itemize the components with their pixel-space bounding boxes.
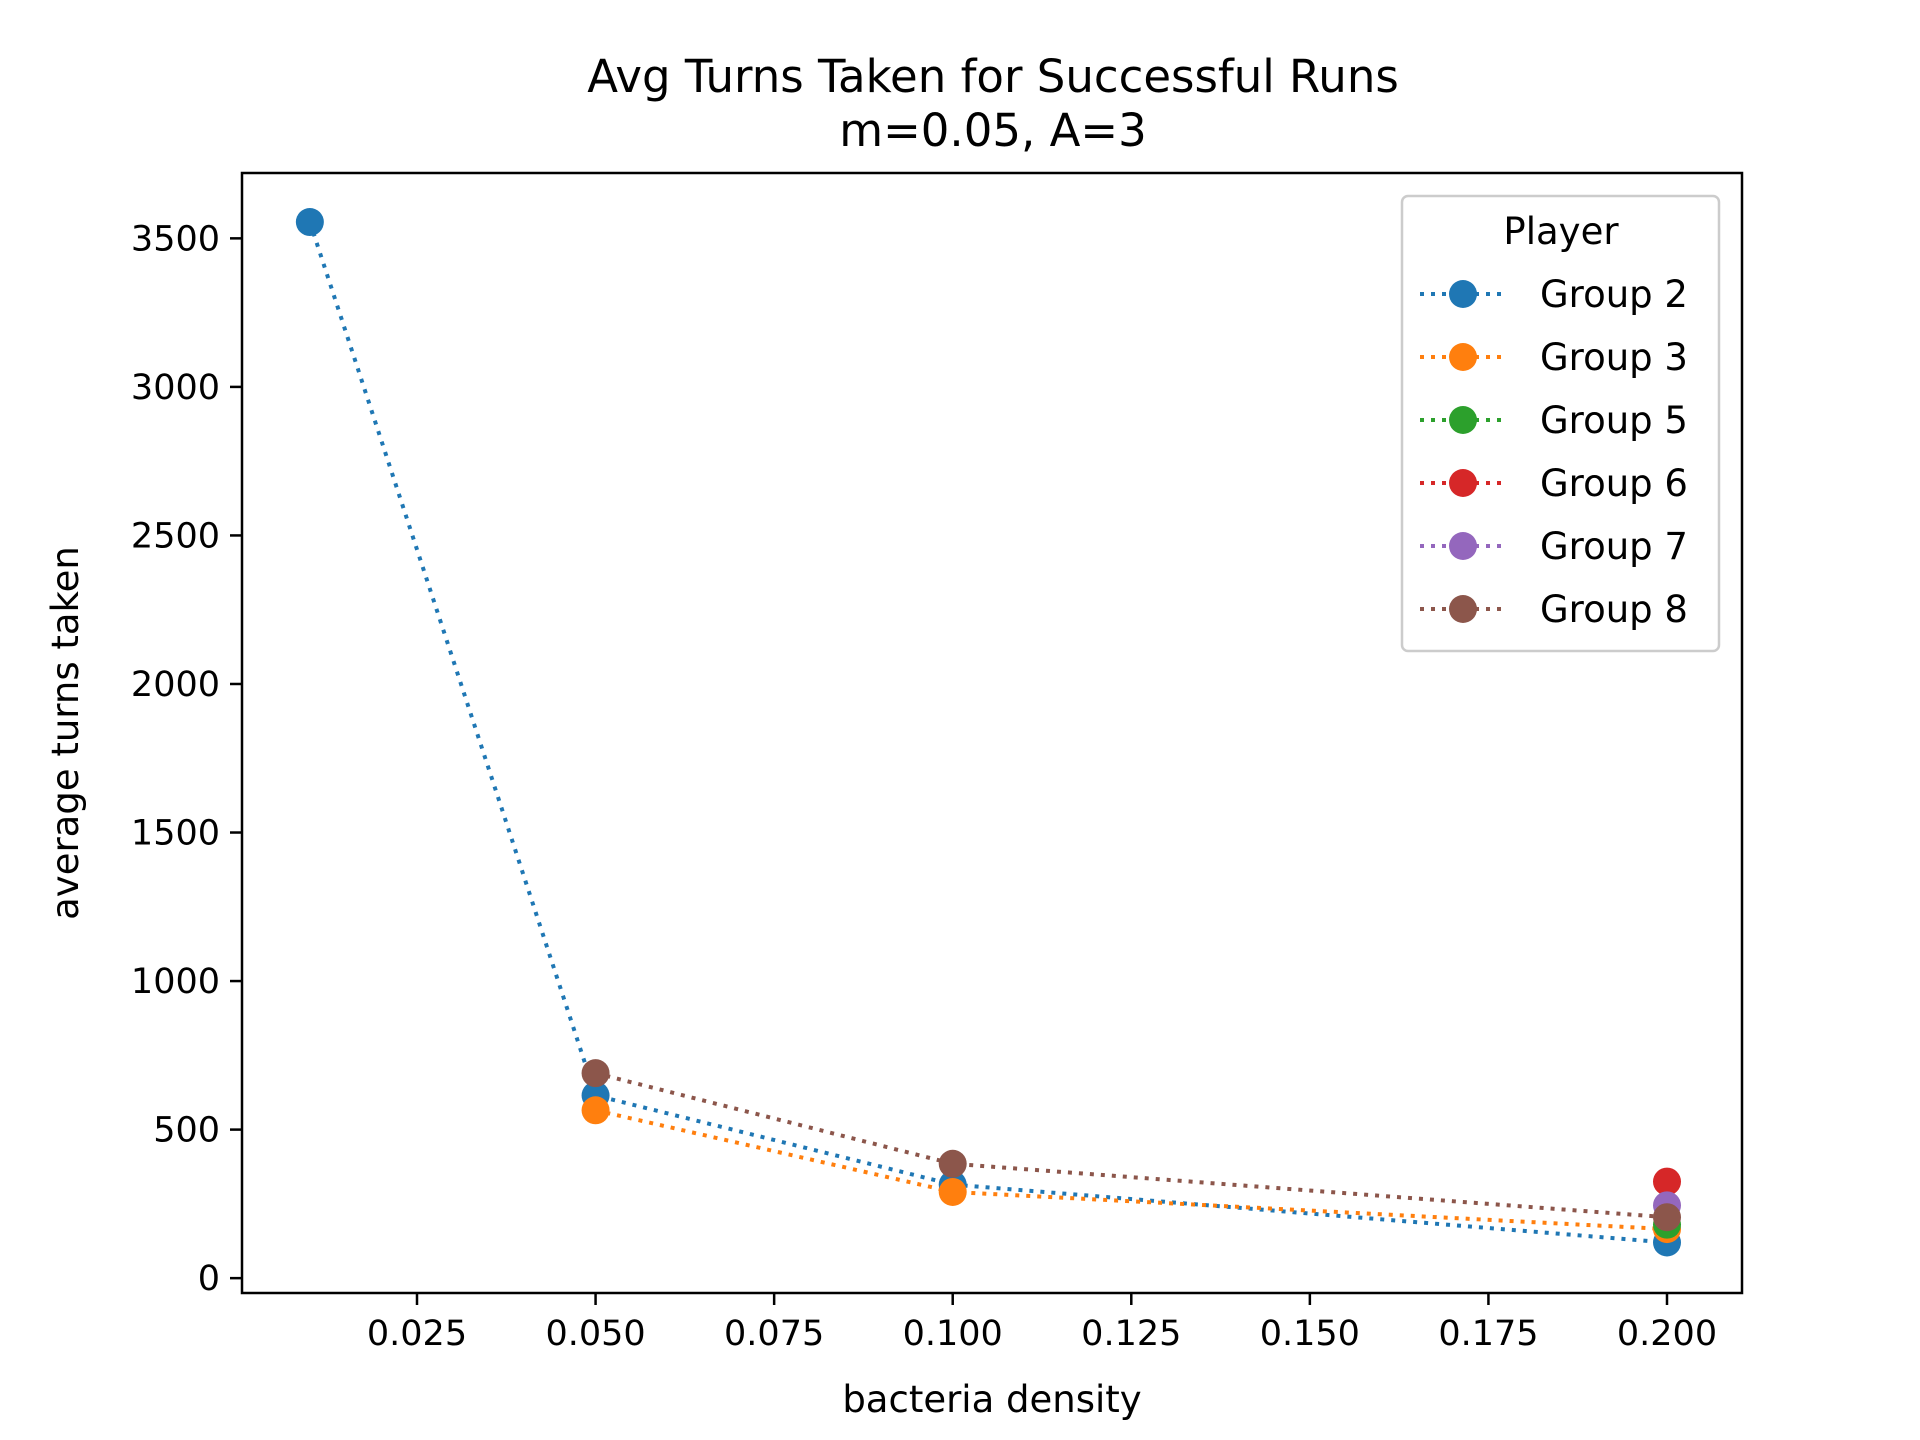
data-point-group-2	[295, 208, 324, 237]
data-point-group-8	[1653, 1203, 1681, 1232]
y-tick-label: 1500	[131, 814, 220, 854]
x-tick-label: 0.050	[545, 1314, 645, 1354]
legend-label-group-2: Group 2	[1540, 273, 1688, 316]
y-tick-label: 3000	[131, 368, 220, 408]
y-tick-label: 2000	[131, 665, 220, 705]
legend-label-group-3: Group 3	[1540, 336, 1688, 379]
y-axis-ticks: 0 500 1000 1500 2000 2500 3000 3500	[131, 219, 242, 1299]
x-tick-label: 0.125	[1081, 1314, 1181, 1354]
legend-entry-group-7: Group 7	[1420, 525, 1688, 568]
series-line-group-2	[307, 221, 1668, 1245]
legend-marker-group-7	[1449, 532, 1477, 560]
series-line-group-8	[595, 1071, 1668, 1220]
legend-items: Group 2 Group 3 Group 5 Group 6 Group 7 Group…	[1420, 273, 1688, 631]
x-axis-ticks: 0.025 0.050 0.075 0.100 0.125 0.150 0.175 0.200	[367, 1293, 1717, 1354]
legend-label-group-5: Group 5	[1540, 399, 1688, 442]
x-tick-label: 0.200	[1617, 1314, 1717, 1354]
legend-label-group-6: Group 6	[1540, 462, 1688, 505]
x-tick-label: 0.175	[1438, 1314, 1538, 1354]
legend-marker-group-6	[1449, 469, 1477, 497]
y-tick-label: 1000	[131, 962, 220, 1002]
y-tick-label: 3500	[131, 219, 220, 259]
x-tick-label: 0.150	[1260, 1314, 1360, 1354]
x-tick-label: 0.075	[724, 1314, 824, 1354]
x-tick-label: 0.025	[367, 1314, 467, 1354]
legend-marker-group-5	[1449, 406, 1477, 434]
legend-entry-group-8: Group 8	[1420, 588, 1688, 631]
x-tick-label: 0.100	[903, 1314, 1003, 1354]
y-tick-label: 2500	[131, 516, 220, 556]
data-point-group-8	[938, 1149, 967, 1178]
legend-label-group-7: Group 7	[1540, 525, 1688, 568]
legend-marker-group-8	[1449, 595, 1477, 623]
data-point-group-8	[581, 1059, 610, 1088]
legend-marker-group-2	[1449, 280, 1477, 308]
y-tick-label: 0	[198, 1259, 220, 1299]
y-axis-label: average turns taken	[44, 546, 87, 920]
chart-title: Avg Turns Taken for Successful Runs	[587, 50, 1399, 103]
plot-marks	[295, 208, 1681, 1257]
legend-entry-group-3: Group 3	[1420, 336, 1688, 379]
legend-entry-group-5: Group 5	[1420, 399, 1688, 442]
legend-label-group-8: Group 8	[1540, 588, 1688, 631]
data-point-group-3	[581, 1096, 610, 1125]
data-point-group-6	[1653, 1167, 1681, 1196]
legend-title: Player	[1503, 210, 1619, 253]
y-tick-label: 500	[153, 1111, 220, 1151]
plot-frame	[240, 171, 1744, 1295]
legend-entry-group-2: Group 2	[1420, 273, 1688, 316]
legend-frame	[1400, 194, 1721, 653]
legend-entry-group-6: Group 6	[1420, 462, 1688, 505]
x-axis-label: bacteria density	[842, 1378, 1141, 1421]
chart-subtitle: m=0.05, A=3	[839, 104, 1146, 157]
legend-marker-group-3	[1449, 343, 1477, 371]
data-point-group-3	[938, 1177, 967, 1206]
